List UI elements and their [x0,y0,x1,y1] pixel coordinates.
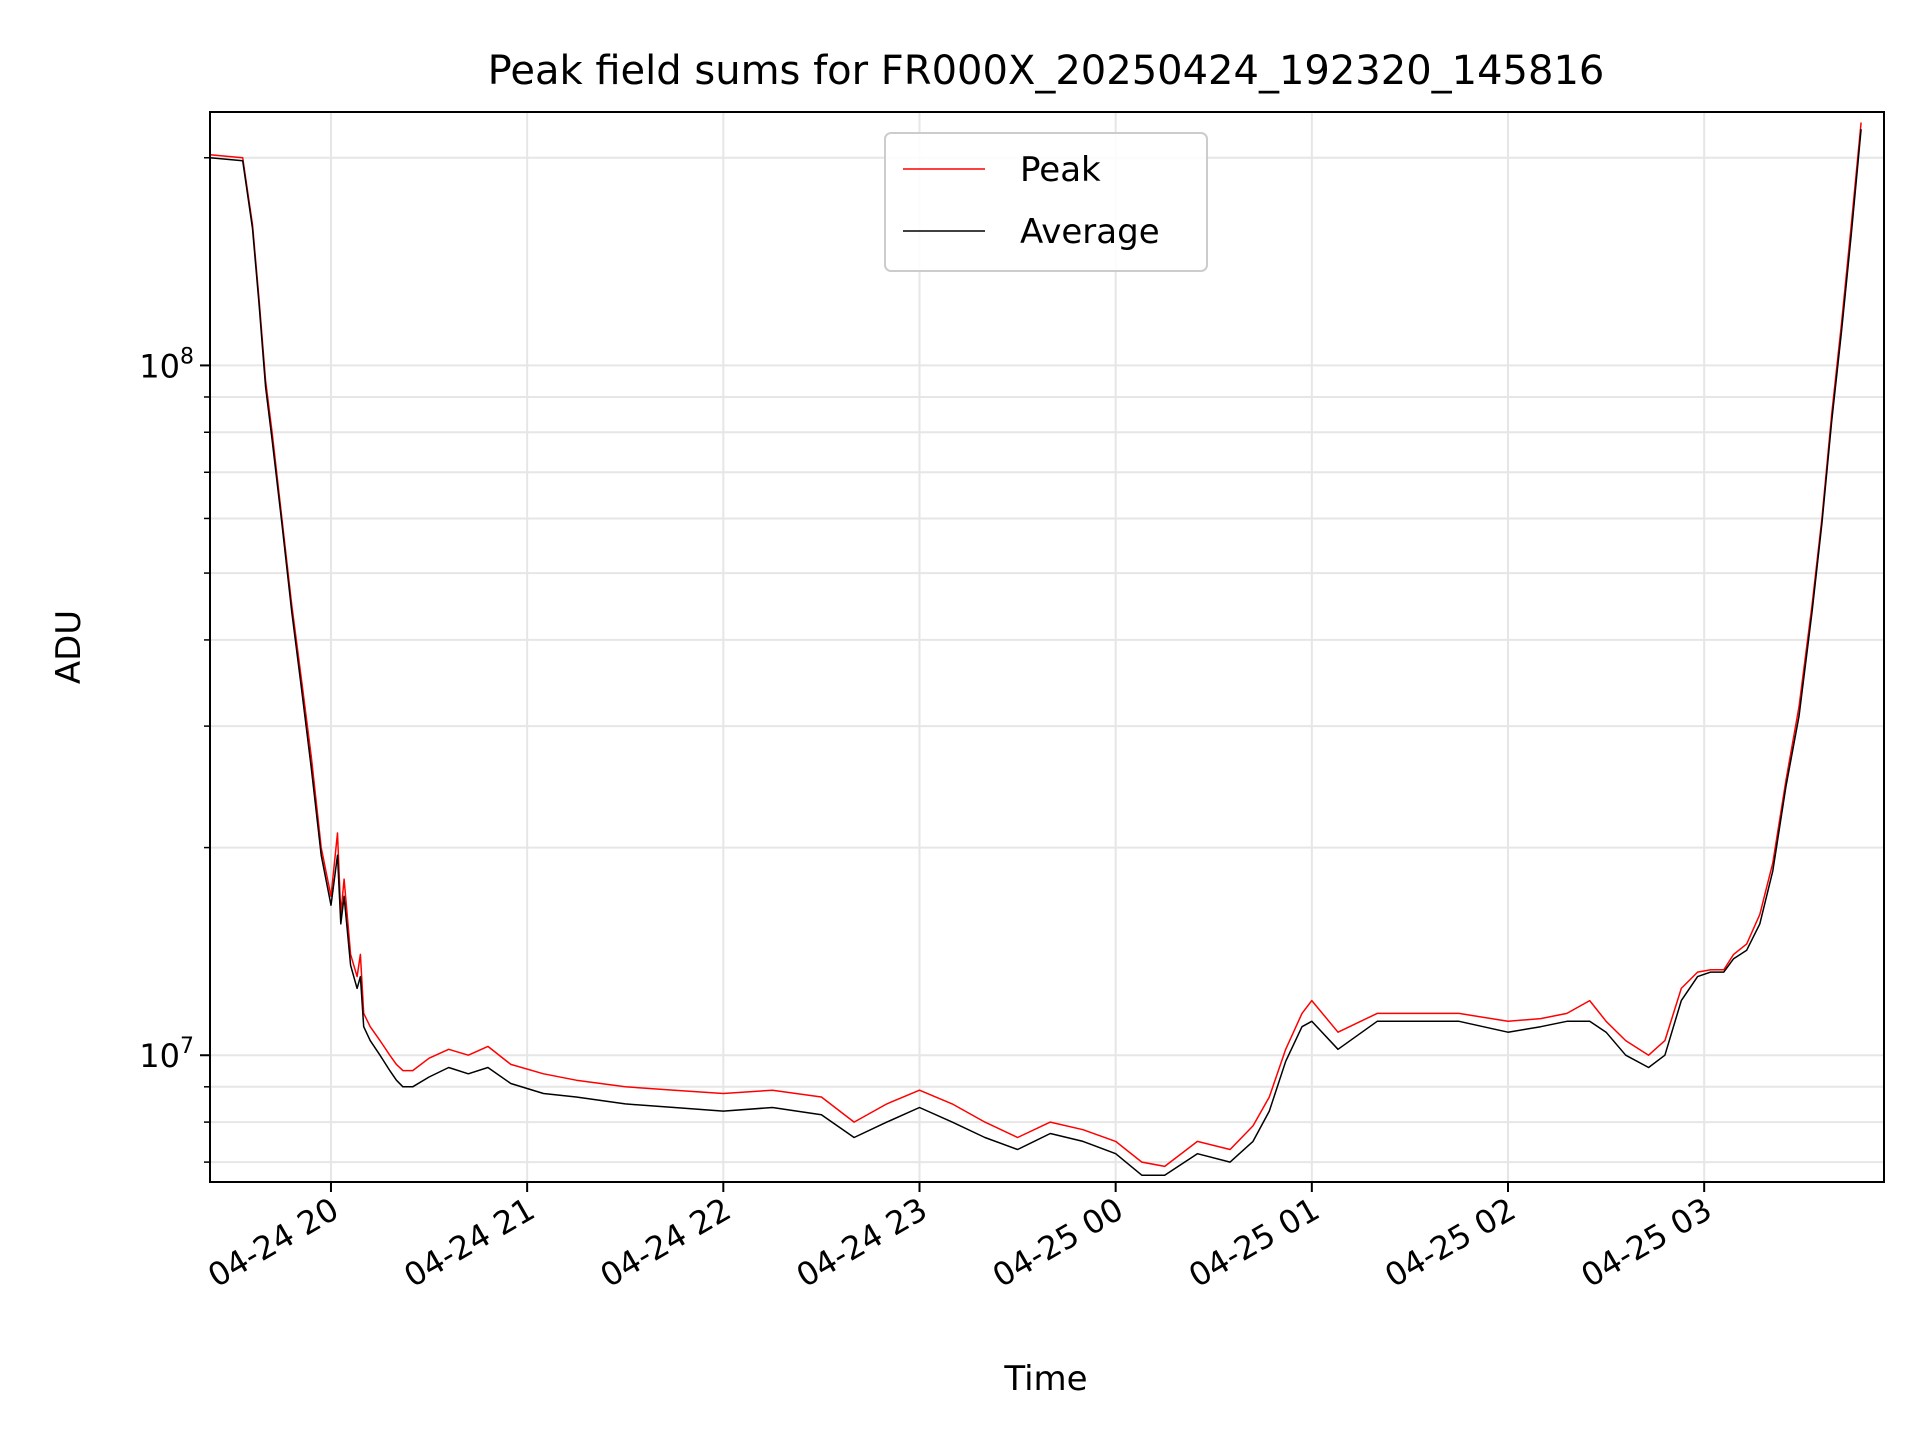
x-axis-label: Time [1003,1359,1087,1399]
chart-title: Peak field sums for FR000X_20250424_1923… [488,48,1605,94]
y-axis-label: ADU [49,610,89,684]
y-tick-label: 108 [139,344,194,385]
legend-label-peak: Peak [1020,150,1101,190]
y-axis-ticks: 107 108 [139,157,210,1163]
legend: Peak Average [884,132,1208,272]
series-line-peak [209,122,1862,1168]
legend-box [884,132,1208,272]
plot-area-frame [209,111,1885,1183]
legend-label-average: Average [1020,212,1160,252]
grid [210,112,1884,1182]
y-tick-label: 107 [139,1034,194,1075]
series-layer [209,122,1862,1176]
series-line-average [209,129,1862,1176]
